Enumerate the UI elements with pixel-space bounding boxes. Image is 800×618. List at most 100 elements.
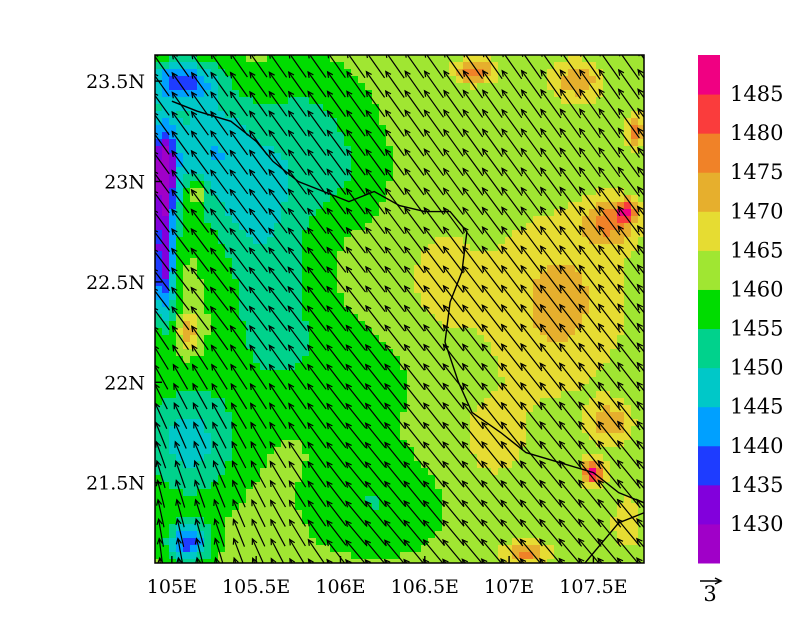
field-cell: [547, 517, 555, 525]
field-cell: [281, 440, 289, 448]
field-cell: [239, 258, 247, 266]
field-cell: [435, 202, 443, 210]
field-cell: [169, 377, 177, 385]
field-cell: [428, 300, 436, 308]
field-cell: [561, 125, 569, 133]
field-cell: [358, 230, 366, 238]
field-cell: [218, 174, 226, 182]
field-cell: [526, 538, 534, 546]
field-cell: [386, 419, 394, 427]
field-cell: [358, 328, 366, 336]
field-cell: [589, 265, 597, 273]
field-cell: [512, 216, 520, 224]
field-cell: [421, 370, 429, 378]
field-cell: [631, 440, 639, 448]
field-cell: [596, 139, 604, 147]
field-cell: [295, 188, 303, 196]
field-cell: [155, 188, 163, 196]
field-cell: [274, 531, 282, 539]
field-cell: [309, 384, 317, 392]
field-cell: [358, 398, 366, 406]
field-cell: [421, 510, 429, 518]
field-cell: [162, 349, 170, 357]
field-cell: [274, 349, 282, 357]
field-cell: [218, 321, 226, 329]
field-cell: [498, 174, 506, 182]
field-cell: [295, 321, 303, 329]
field-cell: [610, 132, 618, 140]
field-cell: [218, 251, 226, 259]
field-cell: [456, 524, 464, 532]
field-cell: [190, 132, 198, 140]
field-cell: [253, 482, 261, 490]
field-cell: [176, 335, 184, 343]
field-cell: [456, 153, 464, 161]
field-cell: [561, 335, 569, 343]
field-cell: [330, 377, 338, 385]
field-cell: [218, 468, 226, 476]
field-cell: [414, 496, 422, 504]
field-cell: [162, 363, 170, 371]
field-cell: [155, 300, 163, 308]
field-cell: [456, 251, 464, 259]
field-cell: [519, 132, 527, 140]
field-cell: [505, 125, 513, 133]
field-cell: [197, 314, 205, 322]
field-cell: [484, 363, 492, 371]
field-cell: [393, 174, 401, 182]
field-cell: [183, 447, 191, 455]
field-cell: [169, 426, 177, 434]
field-cell: [400, 468, 408, 476]
field-cell: [253, 146, 261, 154]
field-cell: [491, 503, 499, 511]
field-cell: [204, 202, 212, 210]
field-cell: [302, 398, 310, 406]
field-cell: [596, 531, 604, 539]
field-cell: [582, 475, 590, 483]
field-cell: [456, 279, 464, 287]
field-cell: [575, 307, 583, 315]
field-cell: [316, 139, 324, 147]
field-cell: [519, 223, 527, 231]
field-cell: [393, 419, 401, 427]
field-cell: [330, 335, 338, 343]
field-cell: [211, 139, 219, 147]
field-cell: [484, 76, 492, 84]
field-cell: [540, 419, 548, 427]
field-cell: [617, 90, 625, 98]
field-cell: [526, 132, 534, 140]
field-cell: [344, 62, 352, 70]
field-cell: [414, 167, 422, 175]
field-cell: [393, 153, 401, 161]
field-cell: [344, 447, 352, 455]
field-cell: [617, 412, 625, 420]
field-cell: [183, 76, 191, 84]
field-cell: [155, 265, 163, 273]
field-cell: [589, 356, 597, 364]
field-cell: [309, 209, 317, 217]
field-cell: [407, 272, 415, 280]
field-cell: [218, 216, 226, 224]
field-cell: [603, 510, 611, 518]
field-cell: [344, 76, 352, 84]
field-cell: [512, 188, 520, 196]
field-cell: [456, 363, 464, 371]
field-cell: [589, 300, 597, 308]
field-cell: [575, 83, 583, 91]
field-cell: [176, 321, 184, 329]
field-cell: [477, 83, 485, 91]
field-cell: [624, 258, 632, 266]
field-cell: [526, 314, 534, 322]
field-cell: [372, 454, 380, 462]
field-cell: [449, 328, 457, 336]
field-cell: [638, 167, 644, 175]
field-cell: [169, 349, 177, 357]
field-cell: [379, 125, 387, 133]
field-cell: [568, 482, 576, 490]
field-cell: [239, 174, 247, 182]
field-cell: [400, 349, 408, 357]
field-cell: [211, 62, 219, 70]
field-cell: [610, 174, 618, 182]
field-cell: [316, 90, 324, 98]
field-cell: [260, 363, 268, 371]
